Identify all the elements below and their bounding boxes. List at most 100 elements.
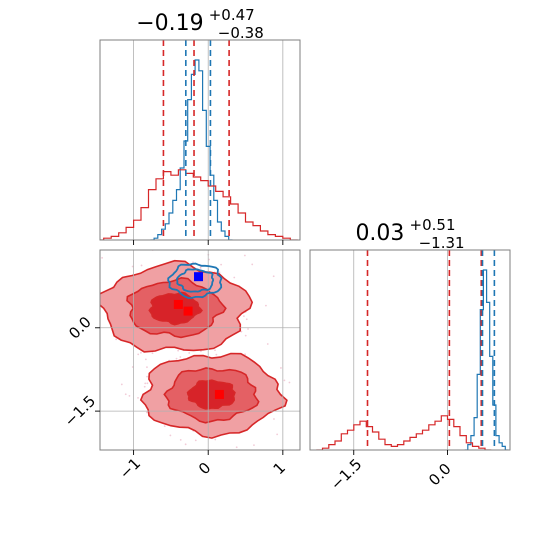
histogram-blue — [150, 59, 233, 240]
sample-point — [243, 315, 245, 318]
sample-point — [251, 263, 254, 266]
sample-point — [215, 353, 218, 356]
blue-contour-level — [175, 268, 215, 293]
joint-panel: −1 0 1 0.0 −1.5 — [50, 229, 332, 485]
point-markers — [173, 272, 224, 399]
y-ticks-joint: 0.0 −1.5 — [61, 313, 100, 430]
marginal-title-param2: 0.03 +0.51 −1.31 — [355, 215, 464, 252]
marginal-panel-param1: −0.19 +0.47 −0.38 — [99, 5, 301, 241]
sample-point — [140, 264, 143, 267]
histograms-param2 — [316, 269, 509, 450]
sample-point — [179, 356, 182, 358]
sample-point — [283, 379, 286, 382]
sample-point — [194, 439, 197, 442]
sample-point — [146, 375, 148, 378]
x-tick-label: −1 — [116, 454, 144, 482]
blue-contour-level — [167, 262, 223, 299]
sample-point — [199, 266, 202, 268]
sample-point — [188, 352, 191, 354]
sample-point — [144, 358, 147, 361]
sample-point — [91, 238, 93, 240]
sample-point — [184, 443, 187, 446]
sample-point — [137, 397, 139, 399]
sample-point — [233, 276, 236, 279]
sample-point — [124, 393, 127, 396]
sample-point — [276, 433, 279, 436]
title-sub-param1: −0.38 — [218, 24, 264, 42]
grid-lines-param1 — [133, 40, 284, 240]
title-main-param2: 0.03 — [355, 221, 404, 246]
histogram-blue — [464, 269, 509, 450]
red-marker — [183, 306, 193, 316]
grid-lines-joint — [100, 250, 300, 450]
sample-point — [50, 447, 52, 449]
sample-point — [330, 397, 332, 399]
y-tick-label: −1.5 — [61, 392, 99, 430]
title-main-param1: −0.19 — [136, 11, 203, 36]
sample-point — [245, 318, 248, 321]
x-tick-label: 1 — [270, 459, 289, 478]
frame-param1 — [99, 39, 301, 241]
sample-point — [115, 338, 118, 341]
sample-point — [175, 357, 178, 360]
sample-point — [120, 383, 123, 386]
sample-point — [146, 366, 148, 369]
sample-point — [288, 381, 291, 384]
sample-point — [280, 367, 282, 369]
title-sup-param2: +0.51 — [410, 216, 456, 234]
frame-param2 — [309, 249, 511, 451]
sample-point — [169, 434, 172, 437]
histogram-red — [316, 415, 492, 450]
sample-point — [192, 261, 194, 264]
sample-point — [101, 256, 103, 259]
sample-point — [140, 351, 142, 354]
sample-point — [146, 382, 149, 385]
histograms-param1 — [100, 59, 298, 240]
quantile-lines-param2 — [366, 250, 496, 450]
sample-point — [145, 411, 148, 414]
sample-point — [98, 267, 100, 269]
y-tick-label: 0.0 — [65, 313, 95, 343]
title-sup-param1: +0.47 — [209, 6, 255, 24]
sample-point — [235, 446, 238, 449]
sample-point — [151, 352, 154, 355]
sample-point — [214, 438, 217, 441]
sample-point — [144, 382, 147, 385]
quantile-lines-param1 — [162, 40, 230, 240]
x-tick-label: 0 — [195, 459, 214, 478]
sample-point — [253, 444, 255, 447]
blue-contours — [167, 262, 223, 299]
red-marker — [173, 299, 183, 309]
sample-point — [220, 263, 223, 266]
sample-point — [131, 265, 134, 268]
sample-point — [153, 229, 155, 231]
sample-point — [128, 394, 131, 397]
sample-point — [330, 298, 332, 300]
sample-point — [189, 452, 191, 454]
sample-point — [131, 366, 134, 368]
sample-point — [218, 271, 221, 274]
sample-point — [247, 328, 249, 330]
sample-point — [265, 304, 267, 307]
sample-point — [214, 349, 216, 352]
x-ticks-param2: −1.5 0.0 — [327, 450, 455, 494]
blue-marker — [194, 272, 204, 282]
sample-point — [200, 350, 202, 353]
sample-point — [163, 425, 166, 428]
red-density-regions — [100, 259, 288, 439]
sample-point — [143, 385, 146, 388]
marginal-title-param1: −0.19 +0.47 −0.38 — [136, 5, 264, 42]
marginal-panel-param2: 0.03 +0.51 −1.31 −1.5 0.0 — [309, 215, 511, 494]
sample-point — [203, 483, 205, 485]
red-density-level — [186, 379, 236, 410]
histogram-red — [100, 169, 298, 240]
sample-point — [272, 275, 275, 278]
red-marker — [214, 389, 224, 399]
sample-point — [273, 418, 275, 420]
sample-point — [93, 280, 95, 282]
sample-point — [244, 334, 247, 337]
sample-point — [65, 391, 67, 393]
sample-point — [177, 349, 179, 352]
sample-point — [266, 343, 269, 345]
